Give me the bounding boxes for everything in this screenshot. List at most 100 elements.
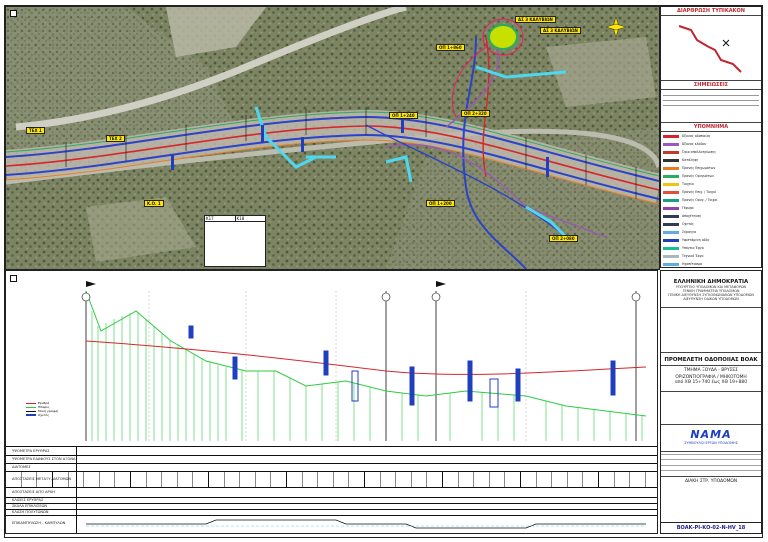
plan-view-map: ΤΕΧ 1 Κ.Ο. 1 ΟΠ 1+240 ΟΠ 1+860 ΟΠ 1+200 … xyxy=(5,6,660,270)
interchange-callout: ΑΣ 3 ΚΑΛΥΒΙΩΝ xyxy=(515,16,556,23)
legend-swatch xyxy=(663,198,679,202)
legend-item: Πρανής Επιχ. / Τοιχοί xyxy=(661,188,761,196)
ministry-line: ΓΕΝΙΚΗ ΓΡΑΜΜΑΤΕΙΑ ΥΠΟΔΟΜΩΝ xyxy=(682,289,740,293)
legend-label: Αποχέτευση xyxy=(682,214,702,218)
profile-legend-label: Μονή γραμμή xyxy=(38,409,59,413)
brand-wordmark: NAMA xyxy=(690,428,732,441)
plan-tag: ΟΠ 1+240 xyxy=(389,112,418,119)
legend-item: Όριο απαλλοτρίωσης xyxy=(661,148,761,156)
legend-swatch xyxy=(663,262,679,266)
profile-legend-item: Έδαφος xyxy=(26,405,66,409)
legend-swatch xyxy=(663,182,679,186)
legend-list: Άξονας οδοποιίας Άξονας κλάδου Όριο απαλλο… xyxy=(661,132,761,284)
legend-label: Όριο απαλλοτρίωσης xyxy=(682,150,717,154)
notes-title: ΣΗΜΕΙΩΣΕΙΣ xyxy=(661,81,761,90)
legend-label: Άξονας κλάδου xyxy=(682,142,707,146)
legend-item: Πρανής Επιχωμάτων xyxy=(661,164,761,172)
legend-label: Πρανής Επιχωμάτων xyxy=(682,166,716,170)
legend-label: Σήραγγα xyxy=(682,230,697,234)
legend-swatch xyxy=(663,254,679,258)
sheet-ref: K18 xyxy=(236,216,245,221)
legend-swatch xyxy=(663,238,679,242)
section-title: ΤΜΗΜΑ ΞΟΥΔΑ - ΒΡΥΣΕΣ xyxy=(661,365,761,373)
profile-legend-item: Ερυθρά xyxy=(26,401,66,405)
legend-item: Υπόγειο Έργο xyxy=(661,244,761,252)
project-title: ΠΡΟΜΕΛΕΤΗ ΟΔΟΠΟΙΙΑΣ ΒΟΑΚ xyxy=(664,357,758,363)
legend-title: ΥΠΟΜΝΗΜΑ xyxy=(661,123,761,132)
profile-graph xyxy=(81,281,647,441)
legend-label: Γέφυρα xyxy=(682,206,694,210)
aerial-plan-svg xyxy=(6,7,659,269)
legend-swatch xyxy=(663,214,679,218)
legend-item: Πρανής Ορυγμάτων xyxy=(661,172,761,180)
legend-item: Σήραγγα xyxy=(661,228,761,236)
ministry-line: ΓΕΝΙΚΗ ΔΙΕΥΘΥΝΣΗ ΣΥΓΚΟΙΝΩΝΙΑΚΩΝ ΥΠΟΔΟΜΩΝ xyxy=(668,293,754,297)
key-map xyxy=(661,16,761,81)
agency-name: ΔΙΑΚΗ ΣΤΡ. ΥΠΟΔΟΜΩΝ xyxy=(661,476,761,484)
ministry-line: ΔΙΕΥΘΥΝΣΗ ΟΔΙΚΩΝ ΥΠΟΔΟΜΩΝ xyxy=(683,297,739,301)
legend-item: Οχετός xyxy=(661,220,761,228)
legend-item: Κατάληψη xyxy=(661,156,761,164)
legend-item: Τεχνικό Έργο xyxy=(661,252,761,260)
legend-item: Άξονας κλάδου xyxy=(661,140,761,148)
band-label: ΔΙΑΤΟΜΕΣ xyxy=(12,465,31,469)
legend-label: Πρανής Επιχ. / Τοιχοί xyxy=(682,190,717,194)
profile-legend-label: Ερυθρά xyxy=(38,401,50,405)
band-label: ΚΛΙΣΕΙΣ ΕΡΥΘΡΑΣ xyxy=(12,498,44,502)
band-label: ΚΛΑΣΗ ΠΟΛΥΓΩΝΩΝ xyxy=(12,510,49,514)
interchange-callout: ΑΣ 3 ΚΑΛΥΒΙΩΝ xyxy=(540,27,581,34)
profile-data-bands: ΥΨΟΜΕΤΡΑ ΕΡΥΘΡΑΣ ΥΨΟΜΕΤΡΑ ΕΔΑΦΟΥΣ ΣΤΟΝ Α… xyxy=(6,446,657,533)
band-label: ΑΠΟΣΤΑΣΕΙΣ ΑΠΟ ΑΡΧΗ xyxy=(12,490,55,494)
drawing-title: ΟΡΙΖΟΝΤΙΟΓΡΑΦΙΑ / ΜΗΚΟΤΟΜΗ xyxy=(675,375,747,380)
project-notes xyxy=(661,307,761,353)
legend-swatch xyxy=(663,166,679,170)
legend-item: Άξονας οδοποιίας xyxy=(661,132,761,140)
drawing-code: ΒΟΑΚ-ΡΙ-ΚΟ-02-Ν-ΗV_18 xyxy=(661,522,761,533)
band-label: ΕΠΙΚΑΜΠΥΛΩΣΗ - ΚΑΜΠΥΛΩΝ xyxy=(12,521,66,525)
legend-label: Κατάληψη xyxy=(682,158,699,162)
legend-label: Πρανής Ορυγ. / Τοιχοί xyxy=(682,198,718,202)
legend-swatch xyxy=(663,246,679,250)
legend-swatch xyxy=(663,174,679,178)
legend-item: Τοιχεία xyxy=(661,180,761,188)
plan-tag: ΤΕΧ 2 xyxy=(106,135,125,142)
consultant-name: ΣΥΜΒΟΥΛΟΙ ΕΡΓΩΝ ΥΠΟΔΟΜΗΣ xyxy=(684,441,738,445)
profile-legend-label: Οχετός xyxy=(38,413,50,417)
longitudinal-profile: Ερυθρά Έδαφος Μονή γραμμή Οχετός ΥΨΟΜΕΤΡ… xyxy=(5,270,658,534)
plan-tag: ΟΠ 1+200 xyxy=(426,200,455,207)
profile-legend: Ερυθρά Έδαφος Μονή γραμμή Οχετός xyxy=(26,401,66,417)
consultant-logo: NAMA ΣΥΜΒΟΥΛΟΙ ΕΡΓΩΝ ΥΠΟΔΟΜΗΣ xyxy=(661,424,761,445)
legend-swatch xyxy=(663,150,679,154)
band-label: ΥΨΟΜΕΤΡΑ ΕΡΥΘΡΑΣ xyxy=(12,449,50,453)
legend-label: Τοιχεία xyxy=(682,182,694,186)
notes-body xyxy=(661,90,761,123)
key-map-title: ΔΙΑΡΘΡΩΣΗ ΤΥΠΙΚΑΚΟΝ xyxy=(661,7,761,16)
legend-label: Υπόγειο Έργο xyxy=(682,246,704,250)
legend-item: Υφιστάμενη οδός xyxy=(661,236,761,244)
legend-label: Άξονας οδοποιίας xyxy=(682,134,711,138)
ministry-line: ΥΠΟΥΡΓΕΙΟ ΥΠΟΔΟΜΩΝ ΚΑΙ ΜΕΤΑΦΟΡΩΝ xyxy=(675,285,747,289)
legend-swatch xyxy=(663,206,679,210)
legend-swatch xyxy=(663,142,679,146)
plan-tag: ΟΠ 1+860 xyxy=(436,44,465,51)
profile-legend-item: Μονή γραμμή xyxy=(26,409,66,413)
legend-item: Αποχέτευση xyxy=(661,212,761,220)
band-label: ΑΠΟΣΤΑΣΕΙΣ ΜΕΤΑΞΥ ΔΙΑΤΟΜΩΝ xyxy=(12,477,72,481)
plan-tag: Κ.Ο. 1 xyxy=(144,200,164,207)
legend-label: Τεχνικό Έργο xyxy=(682,254,704,258)
legend-label: Ηχοπέτασμα xyxy=(682,262,702,266)
sheet-ref: K17 xyxy=(205,216,236,221)
legend-label: Οχετός xyxy=(682,222,694,226)
profile-legend-label: Έδαφος xyxy=(38,405,50,409)
band-label: ΣΚΑΛΑ ΕΠΙΚΛΙΣΕΩΝ xyxy=(12,504,48,508)
legend-swatch xyxy=(663,230,679,234)
legend-item: Πρανής Ορυγ. / Τοιχοί xyxy=(661,196,761,204)
plan-tag: ΤΕΧ 1 xyxy=(26,127,45,134)
legend-label: Πρανής Ορυγμάτων xyxy=(682,174,714,178)
legend-swatch xyxy=(663,134,679,138)
legend-swatch xyxy=(663,190,679,194)
legend-item: Γέφυρα xyxy=(661,204,761,212)
legend-item: Ηχοπέτασμα xyxy=(661,260,761,268)
plan-tag: ΟΠ 2+320 xyxy=(461,110,490,117)
legend-panel: ΔΙΑΡΘΡΩΣΗ ΤΥΠΙΚΑΚΟΝ ΣΗΜΕΙΩΣΕΙΣ ΥΠΟΜΝΗΜΑ … xyxy=(660,6,762,282)
